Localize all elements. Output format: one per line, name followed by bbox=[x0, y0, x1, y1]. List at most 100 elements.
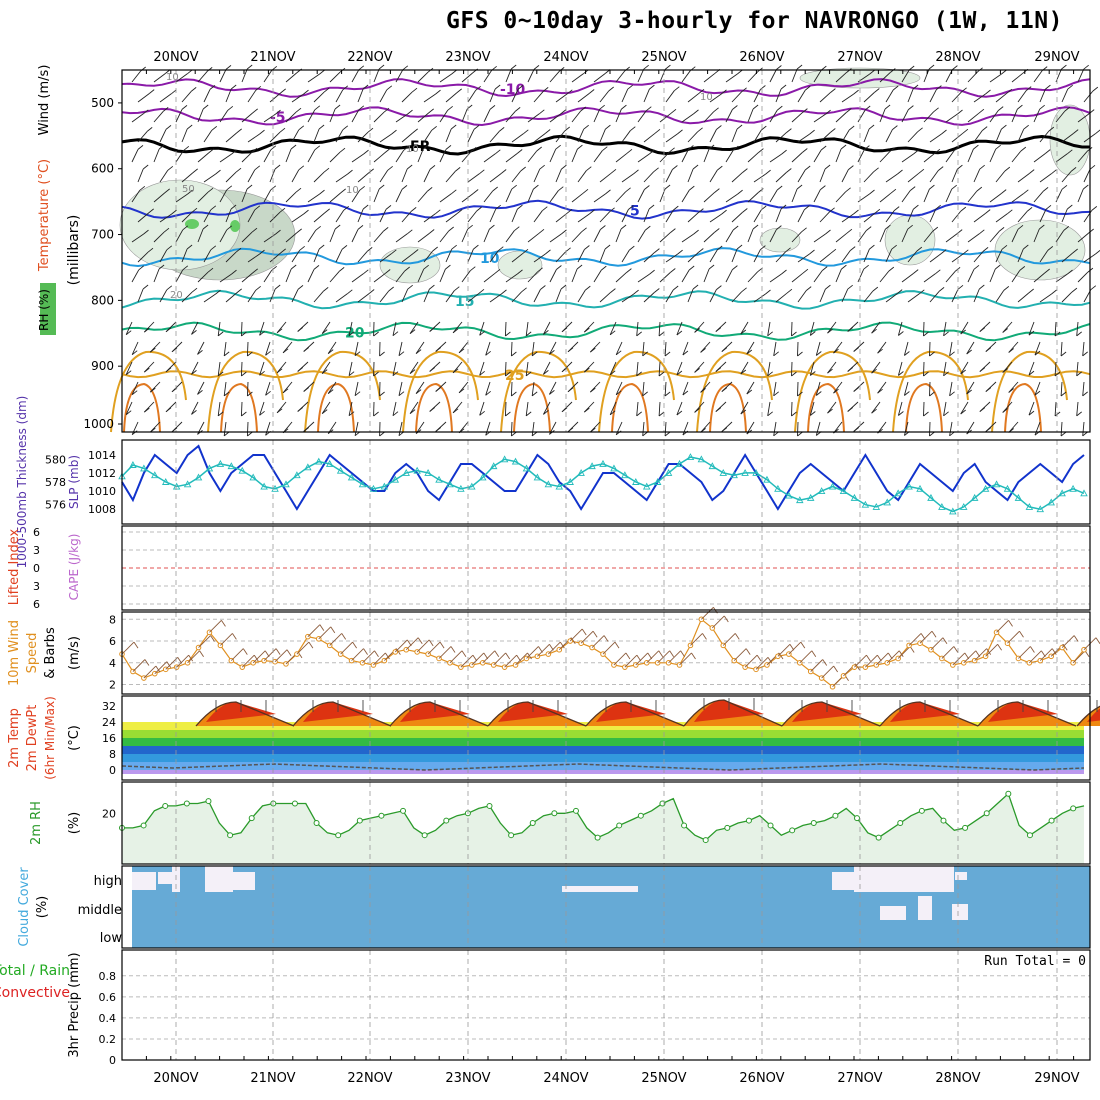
wind-barb bbox=[1028, 410, 1035, 416]
wind-barb bbox=[571, 268, 578, 283]
wind-barb bbox=[291, 213, 304, 223]
wind-barb bbox=[929, 381, 931, 397]
wind-barb bbox=[429, 367, 435, 372]
wind-barb bbox=[636, 401, 639, 416]
wind-barb bbox=[668, 650, 681, 664]
rh-contour-label: 10 bbox=[166, 72, 179, 83]
wind-barb bbox=[324, 208, 330, 214]
wind-barb bbox=[137, 93, 150, 103]
wind-barb bbox=[142, 164, 149, 170]
wind-barb bbox=[537, 267, 543, 273]
wind-barb bbox=[633, 289, 639, 295]
wind-barb bbox=[857, 230, 867, 243]
wind-barb bbox=[131, 341, 139, 355]
rh-point bbox=[702, 837, 709, 844]
wind-barb bbox=[979, 367, 986, 372]
wind-barb bbox=[877, 348, 883, 354]
thickness-point bbox=[927, 493, 935, 501]
wind-barb bbox=[225, 251, 237, 263]
wind-barb bbox=[314, 105, 321, 111]
isotherm-label: -10 bbox=[500, 82, 526, 98]
wind-barb bbox=[1077, 232, 1089, 243]
thickness-point bbox=[883, 498, 891, 506]
wind-barb bbox=[1019, 630, 1024, 638]
wind-barb bbox=[609, 401, 617, 415]
wind-barb bbox=[897, 401, 903, 416]
wind-barb bbox=[797, 89, 806, 103]
wind-barb bbox=[721, 387, 728, 392]
wind-barb bbox=[511, 208, 518, 223]
wind-barb bbox=[1033, 228, 1040, 243]
wind-barb bbox=[505, 411, 511, 417]
wind-barb bbox=[525, 401, 529, 416]
rh-axis-label: (%) bbox=[67, 812, 82, 835]
wind-barb bbox=[951, 253, 964, 263]
wind-barb bbox=[863, 212, 876, 223]
wind-barb bbox=[215, 169, 221, 175]
wind-barb bbox=[1039, 173, 1052, 183]
wind-barb bbox=[819, 92, 831, 103]
temperature-band bbox=[122, 754, 1084, 762]
wind-barb bbox=[522, 248, 529, 254]
wind-barb bbox=[1055, 230, 1065, 243]
wind-barb bbox=[1011, 150, 1022, 163]
wind-barb bbox=[791, 272, 804, 283]
wind-barb bbox=[687, 168, 694, 183]
wind-barb bbox=[246, 184, 253, 190]
thickness-point bbox=[380, 482, 389, 490]
thickness-point bbox=[730, 471, 738, 479]
wind-barb bbox=[998, 227, 1005, 232]
wind-barb bbox=[223, 381, 227, 396]
wind-barb bbox=[181, 172, 193, 183]
rh-shading bbox=[119, 179, 241, 271]
wind-barb bbox=[247, 253, 260, 263]
wind-barb bbox=[687, 92, 700, 103]
wind-barb bbox=[558, 186, 564, 192]
rh-point bbox=[854, 815, 861, 822]
wind-barb bbox=[755, 657, 769, 670]
wind-barb bbox=[723, 615, 729, 623]
wind-barb bbox=[285, 232, 297, 243]
thickness-point bbox=[872, 502, 881, 510]
wind-barb bbox=[682, 341, 689, 356]
wind-barb bbox=[147, 247, 154, 253]
wind-barb bbox=[907, 224, 913, 230]
wind-barb bbox=[577, 170, 587, 183]
wind-barb bbox=[614, 641, 620, 649]
thickness-point bbox=[424, 468, 432, 476]
wind-barb bbox=[351, 273, 364, 283]
wind-barb bbox=[514, 226, 520, 232]
wind-barb bbox=[435, 89, 441, 95]
wind-barb bbox=[716, 285, 722, 290]
wind-barb bbox=[223, 351, 230, 357]
wind-barb bbox=[319, 624, 325, 631]
pressure-tick: 800 bbox=[91, 293, 114, 307]
wind-barb bbox=[483, 228, 490, 243]
wind-barb bbox=[731, 91, 742, 103]
isotherm-line bbox=[598, 350, 675, 433]
wind-barb bbox=[854, 654, 867, 668]
rh-point bbox=[378, 812, 385, 819]
wind-barb bbox=[1028, 288, 1034, 294]
wind-barb bbox=[780, 84, 787, 90]
wind-barb bbox=[297, 367, 303, 372]
cloud-gap bbox=[158, 872, 172, 884]
wind-barb bbox=[967, 190, 978, 203]
wind-barb bbox=[938, 287, 945, 292]
rh-point bbox=[1026, 832, 1033, 839]
wind-barb bbox=[609, 321, 617, 335]
wind-barb bbox=[1033, 109, 1041, 123]
wind-barb bbox=[709, 93, 722, 103]
wind-barb bbox=[475, 85, 481, 91]
wind-barb bbox=[708, 144, 715, 150]
wind-barb bbox=[731, 172, 743, 183]
wind-barb bbox=[298, 165, 305, 171]
isotherm-line bbox=[121, 78, 1091, 98]
wind-barb bbox=[485, 350, 491, 356]
wind-barb bbox=[609, 410, 616, 416]
wind-barb bbox=[649, 149, 655, 155]
wind-barb bbox=[609, 361, 617, 375]
wind-barb bbox=[265, 341, 271, 356]
wind-barb bbox=[549, 71, 560, 83]
temperature-line bbox=[585, 701, 685, 727]
